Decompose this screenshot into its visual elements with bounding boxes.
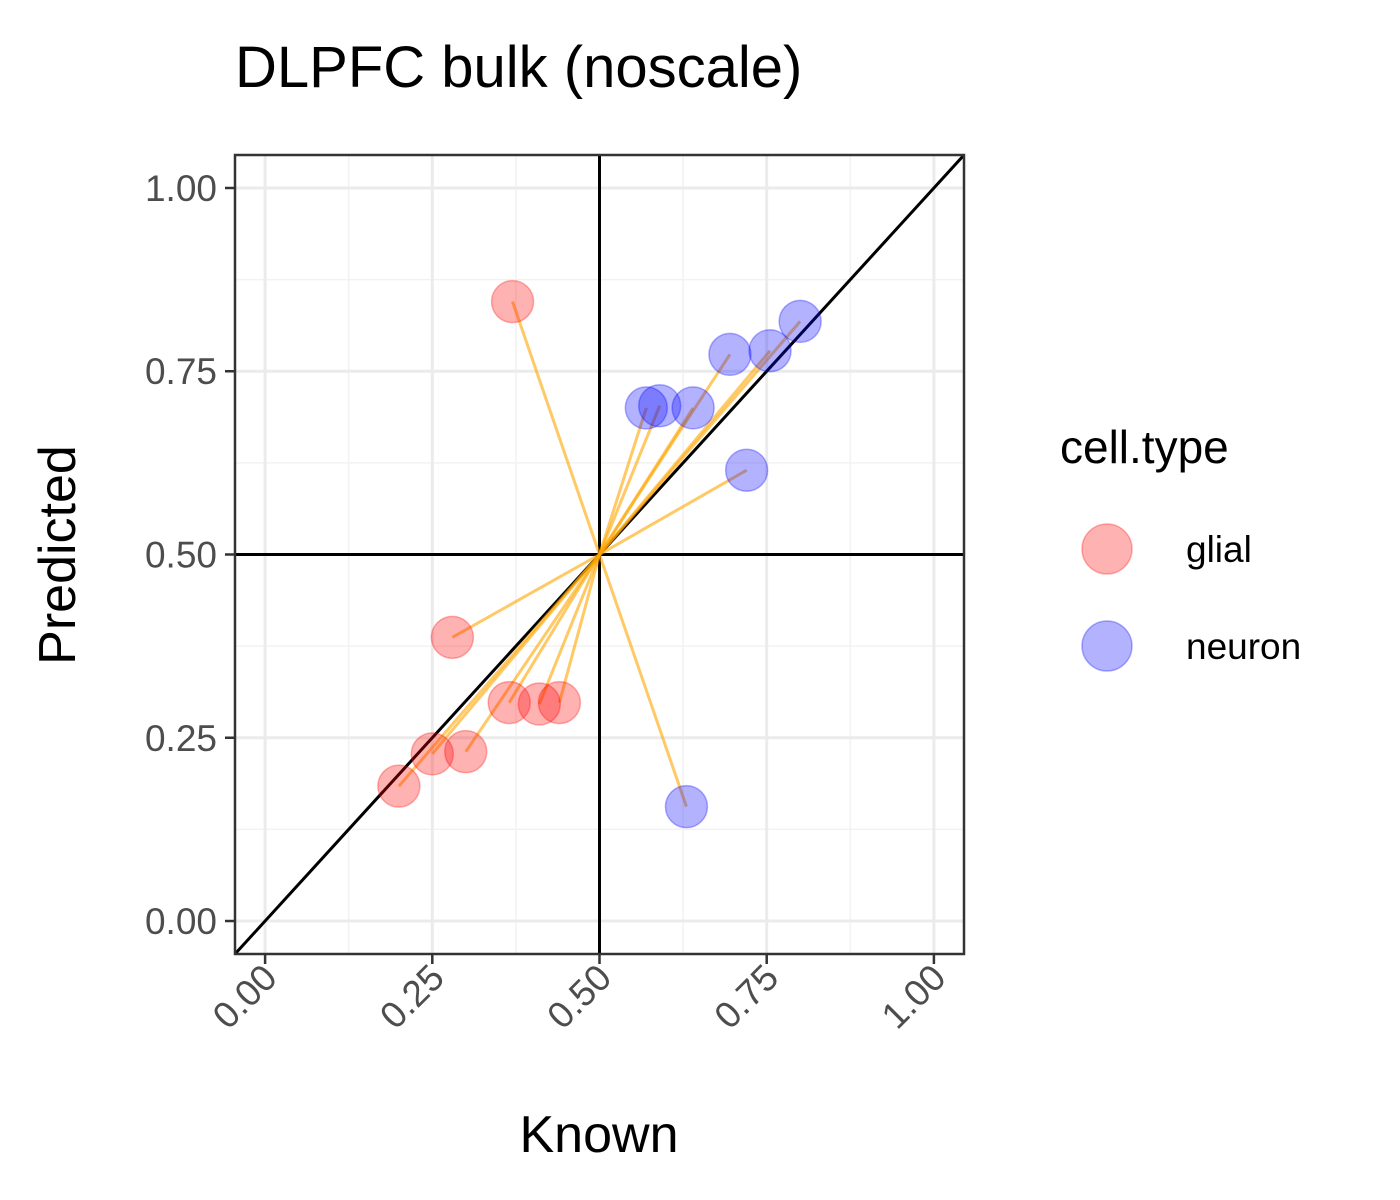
- segment-neuron: [598, 554, 688, 808]
- legend-key-neuron: [1081, 620, 1133, 672]
- point-glial: [443, 729, 488, 774]
- point-neuron: [624, 386, 669, 430]
- point-neuron: [748, 328, 792, 373]
- point-neuron: [664, 784, 709, 829]
- y-tick-label: 0.75: [145, 351, 217, 392]
- panel-contents: [235, 155, 964, 954]
- segment-glial: [464, 553, 601, 753]
- segment-glial: [557, 554, 601, 703]
- x-tick-label: 0.50: [539, 957, 619, 1037]
- point-neuron: [778, 299, 822, 344]
- chart-title: DLPFC bulk (noscale): [235, 35, 802, 100]
- segment-glial: [511, 301, 601, 555]
- y-axis-title: Predicted: [29, 445, 87, 665]
- point-glial: [517, 682, 562, 726]
- segment-neuron: [598, 405, 662, 556]
- legend-title: cell.type: [1060, 421, 1229, 473]
- segment-neuron: [598, 407, 695, 556]
- plot-panel: [233, 153, 966, 956]
- x-tick-label: 0.00: [205, 957, 285, 1037]
- legend: cell.type glial neuron: [1060, 421, 1301, 672]
- point-neuron: [671, 386, 715, 430]
- x-axis-title: Known: [520, 1106, 679, 1164]
- x-tick-label: 0.75: [706, 957, 786, 1037]
- segment-neuron: [598, 407, 648, 555]
- point-glial: [410, 732, 455, 776]
- x-axis-ticks: 0.00 0.25 0.50 0.75 1.00: [205, 954, 954, 1037]
- segment-neuron: [598, 349, 772, 556]
- y-tick-label: 0.00: [145, 901, 217, 942]
- point-glial: [537, 680, 582, 725]
- y-tick-label: 1.00: [145, 168, 217, 209]
- legend-key-glial: [1081, 523, 1133, 575]
- point-glial: [377, 764, 421, 808]
- segment-glial: [451, 553, 601, 639]
- x-tick-label: 1.00: [874, 957, 954, 1037]
- y-tick-label: 0.50: [145, 535, 217, 576]
- point-neuron: [724, 448, 769, 492]
- x-tick-label: 0.25: [372, 957, 452, 1037]
- point-glial: [490, 279, 535, 324]
- point-neuron: [708, 332, 752, 377]
- legend-label-glial: glial: [1186, 529, 1252, 570]
- point-glial: [487, 680, 531, 725]
- segment-glial: [537, 553, 601, 705]
- y-axis-ticks: 0.00 0.25 0.50 0.75 1.00: [145, 168, 235, 942]
- legend-label-neuron: neuron: [1186, 626, 1301, 667]
- segment-neuron: [598, 468, 748, 556]
- y-tick-label: 0.25: [145, 718, 217, 759]
- point-glial: [430, 615, 475, 660]
- point-neuron: [637, 383, 682, 428]
- segment-glial: [397, 553, 601, 788]
